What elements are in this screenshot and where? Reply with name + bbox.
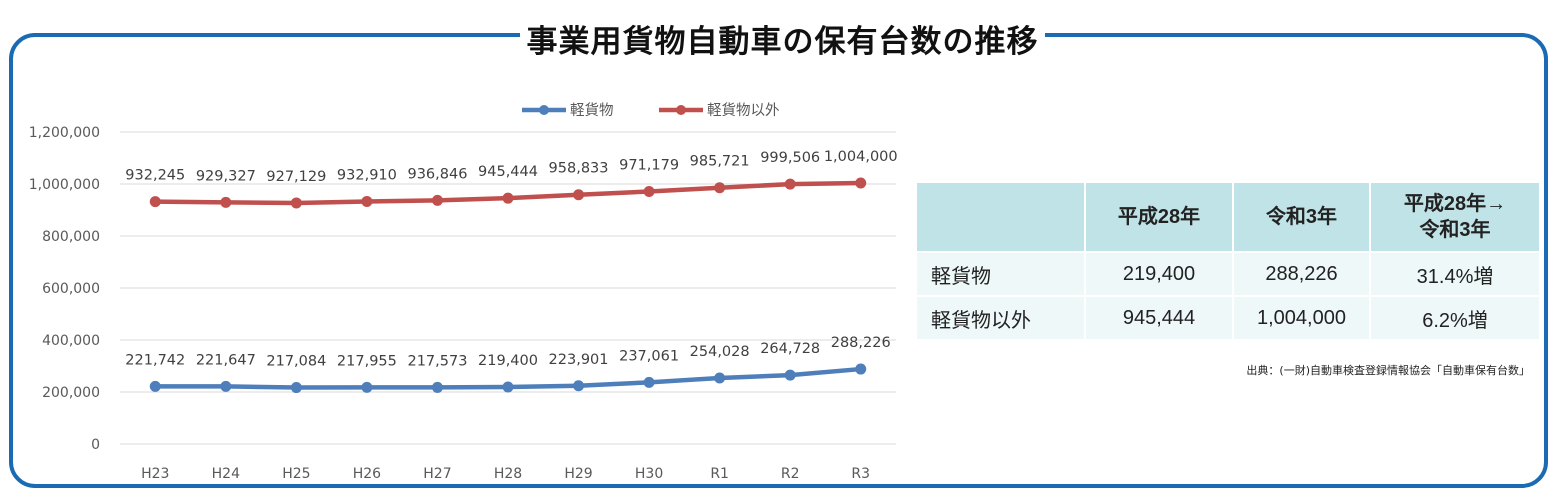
y-tick-label: 1,200,000 (29, 125, 100, 141)
data-label: 932,910 (337, 167, 397, 183)
x-tick-label: R2 (781, 466, 800, 482)
data-point (573, 189, 585, 201)
data-point (431, 381, 443, 393)
data-label: 971,179 (619, 157, 679, 173)
data-point (643, 376, 655, 388)
data-point (855, 363, 867, 375)
y-tick-label: 400,000 (42, 333, 100, 349)
data-point (643, 185, 655, 197)
data-label: 264,728 (760, 341, 820, 357)
data-label: 958,833 (549, 161, 609, 177)
table-header-change-line1: 平成28年→ (1403, 193, 1507, 215)
x-tick-label: H25 (282, 466, 310, 482)
legend-label: 軽貨物 (570, 102, 614, 119)
y-tick-label: 0 (91, 437, 100, 453)
data-label: 932,245 (125, 168, 185, 184)
y-tick-label: 800,000 (42, 229, 100, 245)
legend-label: 軽貨物以外 (707, 102, 780, 119)
data-point (361, 381, 373, 393)
data-label: 254,028 (690, 344, 750, 360)
line-chart: 0 200,000 400,000 600,000 800,000 1,000,000 1,… (29, 102, 898, 482)
data-point (714, 182, 726, 194)
data-label: 927,129 (266, 169, 326, 185)
legend-swatch-marker (539, 105, 549, 115)
x-tick-label: H29 (564, 466, 592, 482)
table-row: 軽貨物以外 945,444 1,004,000 6.2%増 (917, 295, 1539, 339)
data-label: 288,226 (831, 335, 891, 351)
table-header-empty (917, 183, 1086, 252)
x-tick-label: H27 (423, 466, 451, 482)
data-point (290, 197, 302, 209)
source-note: 出典：(一財)自動車検査登録情報協会「自動車保有台数」 (1246, 364, 1530, 377)
data-point (573, 380, 585, 392)
data-point (220, 196, 232, 208)
table-header-row: 平成28年 令和3年 平成28年→ 令和3年 (917, 183, 1539, 252)
data-label: 217,573 (407, 353, 467, 369)
x-tick-label: H23 (141, 466, 169, 482)
table-cell-r3: 1,004,000 (1233, 295, 1371, 339)
data-point (290, 382, 302, 394)
table-cell-h28: 945,444 (1085, 295, 1234, 339)
legend-swatch-marker (676, 105, 686, 115)
data-label: 217,084 (266, 354, 326, 370)
data-label: 985,721 (690, 154, 750, 170)
data-point (149, 380, 161, 392)
table-header-r3: 令和3年 (1233, 183, 1371, 252)
x-tick-label: R3 (851, 466, 870, 482)
data-point (502, 381, 514, 393)
data-point (361, 195, 373, 207)
data-point (502, 192, 514, 204)
table-header-change-line2: 令和3年 (1419, 219, 1491, 241)
y-tick-label: 600,000 (42, 281, 100, 297)
data-label: 936,846 (407, 166, 467, 182)
data-label: 237,061 (619, 348, 679, 364)
y-tick-label: 1,000,000 (29, 177, 100, 193)
y-tick-label: 200,000 (42, 385, 100, 401)
data-label: 217,955 (337, 353, 397, 369)
x-tick-label: R1 (710, 466, 729, 482)
table-cell-change: 6.2%増 (1370, 295, 1539, 339)
data-label: 929,327 (196, 168, 256, 184)
data-label: 221,647 (196, 352, 256, 368)
table-cell-h28: 219,400 (1085, 251, 1234, 296)
data-point (784, 178, 796, 190)
table-row: 軽貨物 219,400 288,226 31.4%増 (917, 251, 1539, 296)
comparison-table: 平成28年 令和3年 平成28年→ 令和3年 軽貨物 219,400 288,22… (917, 183, 1539, 339)
data-label: 1,004,000 (824, 149, 898, 165)
x-tick-label: H28 (494, 466, 522, 482)
title-background (520, 14, 1045, 58)
x-tick-label: H26 (353, 466, 381, 482)
data-label: 223,901 (549, 352, 609, 368)
table-header-change: 平成28年→ 令和3年 (1370, 183, 1539, 252)
x-tick-label: H24 (212, 466, 240, 482)
data-point (784, 369, 796, 381)
data-label: 219,400 (478, 353, 538, 369)
table-cell-r3: 288,226 (1233, 251, 1371, 296)
page-title: 事業用貨物自動車の保有台数の推移 (526, 24, 1039, 60)
table-cell-change: 31.4%増 (1370, 251, 1539, 296)
data-point (220, 380, 232, 392)
table-row-label: 軽貨物 (917, 251, 1086, 296)
table-header-h28: 平成28年 (1085, 183, 1234, 252)
data-point (855, 177, 867, 189)
data-point (714, 372, 726, 384)
data-label: 999,506 (760, 150, 820, 166)
data-point (431, 194, 443, 206)
table-row-label: 軽貨物以外 (917, 295, 1086, 339)
data-point (149, 196, 161, 208)
data-label: 221,742 (125, 352, 185, 368)
x-tick-label: H30 (635, 466, 663, 482)
data-label: 945,444 (478, 164, 538, 180)
